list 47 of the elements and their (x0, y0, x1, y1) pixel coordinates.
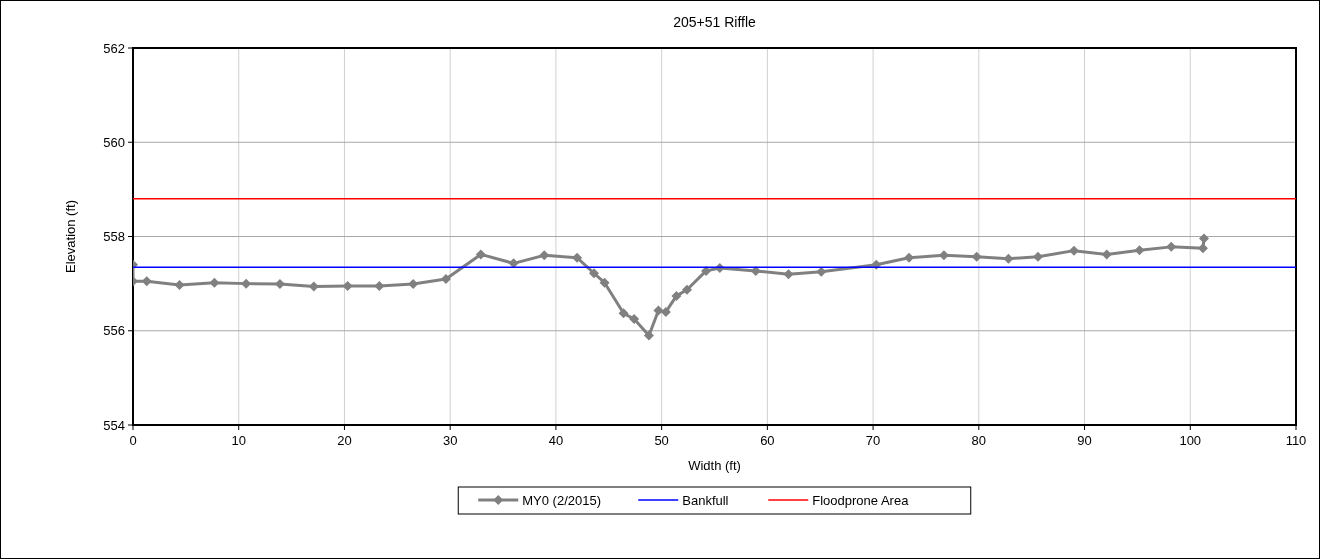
point (653, 305, 664, 316)
y-tick-label: 558 (103, 229, 125, 244)
x-tick-label: 40 (548, 433, 564, 448)
x-tick-label: 30 (442, 433, 458, 448)
point (572, 252, 583, 263)
y-tick-label: 562 (103, 40, 125, 56)
y-tick-label: 554 (103, 417, 125, 433)
point (682, 284, 693, 295)
x-tick-label: 0 (129, 433, 137, 448)
x-tick-label: 90 (1077, 433, 1092, 448)
point (660, 306, 671, 317)
x-tick-label: 100 (1179, 433, 1202, 448)
point (174, 280, 185, 291)
point (440, 273, 451, 284)
point (599, 277, 610, 288)
point (1166, 241, 1177, 252)
x-tick-label: 60 (760, 433, 775, 448)
y-tick-label: 556 (103, 323, 125, 339)
x-tick-label: 70 (865, 433, 881, 448)
point (508, 258, 519, 269)
point (671, 290, 682, 301)
point (374, 280, 385, 291)
point (783, 269, 794, 280)
point (308, 281, 319, 292)
legend-label: Floodprone Area (812, 492, 910, 508)
point (209, 277, 220, 288)
x-axis-title: Width (ft) (688, 458, 741, 473)
x-tick-label: 50 (654, 433, 669, 448)
x-tick-label: 20 (337, 433, 352, 448)
legend-label: MY0 (2/2015) (522, 492, 602, 508)
x-tick-label: 80 (971, 433, 987, 448)
x-tick-label: 10 (231, 433, 246, 448)
x-tick-label: 110 (1285, 433, 1307, 448)
y-tick-label: 560 (103, 134, 125, 150)
point (408, 279, 419, 290)
point (1101, 249, 1112, 260)
point (618, 308, 629, 319)
chart-title: 205+51 Riffle (673, 14, 757, 30)
point (1199, 233, 1210, 244)
point (1033, 251, 1044, 262)
y-axis-title: Elevation (ft) (63, 200, 78, 273)
point (629, 313, 640, 324)
point (588, 268, 599, 279)
point (643, 330, 654, 341)
point (1134, 245, 1145, 256)
legend-label: Bankfull (682, 492, 729, 508)
point (475, 249, 486, 260)
